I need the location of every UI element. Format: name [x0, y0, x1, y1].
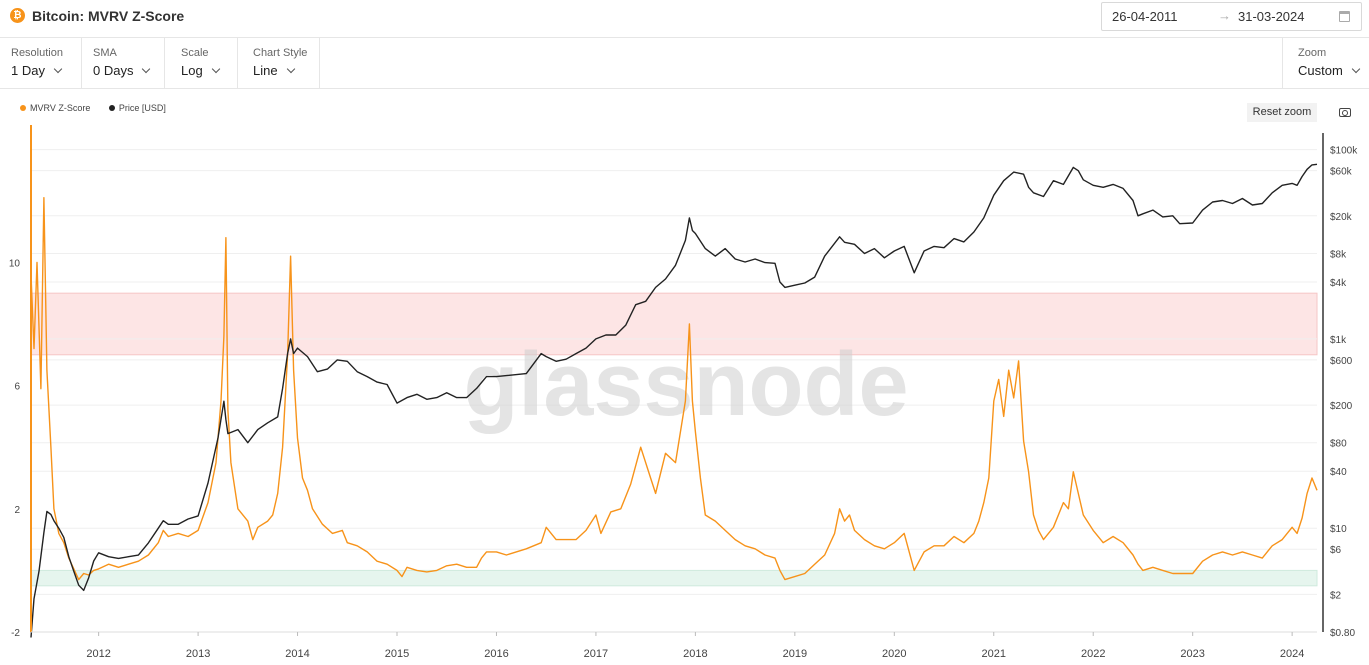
arrow-right-icon: →	[1218, 8, 1231, 23]
y2-tick-label: $40	[1330, 467, 1347, 478]
chart-style-label: Chart Style	[253, 47, 308, 59]
y2-tick-label: $4k	[1330, 278, 1347, 289]
date-start-input[interactable]: 26-04-2011	[1112, 9, 1178, 24]
y-tick-label: 6	[14, 382, 20, 393]
y2-tick-label: $8k	[1330, 249, 1347, 260]
sma-value[interactable]: 0 Days	[93, 63, 164, 78]
x-tick-label: 2013	[186, 648, 210, 660]
undervalued-band	[30, 569, 1318, 587]
chevron-down-icon	[53, 64, 63, 74]
x-tick-label: 2024	[1280, 648, 1304, 660]
zscore-series-line	[30, 197, 1318, 581]
date-end-input[interactable]: 31-03-2024	[1238, 9, 1305, 24]
chart-legend: MVRV Z-Score Price [USD]	[20, 103, 182, 113]
x-tick-label: 2022	[1081, 648, 1105, 660]
x-tick-label: 2014	[285, 648, 309, 660]
chart-area: glassnode 1062-2$100k$60k$20k$8k$4k$1k$6…	[9, 125, 1358, 660]
chart-style-value[interactable]: Line	[253, 63, 319, 78]
chevron-down-icon	[211, 64, 220, 74]
reset-zoom-button[interactable]: Reset zoom	[1247, 103, 1317, 122]
x-tick-label: 2019	[783, 648, 807, 660]
x-tick-label: 2023	[1180, 648, 1204, 660]
header: ₿ Bitcoin: MVRV Z-Score 26-04-2011 → 31-…	[0, 0, 1369, 38]
sma-select[interactable]: SMA 0 Days	[82, 38, 165, 89]
x-tick-label: 2012	[86, 648, 110, 660]
chevron-down-icon	[286, 64, 295, 74]
page-title: Bitcoin: MVRV Z-Score	[32, 8, 185, 24]
zoom-select[interactable]: Zoom Custom	[1282, 38, 1369, 89]
x-tick-label: 2016	[484, 648, 508, 660]
y-tick-label: 10	[9, 258, 21, 269]
y2-tick-label: $20k	[1330, 212, 1353, 223]
y-tick-label: -2	[11, 628, 20, 639]
x-tick-label: 2017	[584, 648, 608, 660]
y2-tick-label: $2	[1330, 590, 1342, 601]
y2-tick-label: $200	[1330, 401, 1353, 412]
scale-select[interactable]: Scale Log	[165, 38, 238, 89]
chevron-down-icon	[1351, 64, 1361, 74]
x-tick-label: 2015	[385, 648, 409, 660]
legend-item-price[interactable]: Price [USD]	[108, 103, 166, 113]
bitcoin-icon: ₿	[10, 8, 25, 23]
scale-value[interactable]: Log	[181, 63, 237, 78]
resolution-label: Resolution	[11, 47, 63, 59]
x-tick-label: 2020	[882, 648, 906, 660]
y2-tick-label: $6	[1330, 545, 1342, 556]
calendar-icon[interactable]	[1339, 11, 1350, 22]
y2-tick-label: $80	[1330, 439, 1347, 450]
legend-dot-price	[108, 105, 115, 111]
y2-tick-label: $1k	[1330, 335, 1347, 346]
chart-style-select[interactable]: Chart Style Line	[238, 38, 320, 89]
date-range-picker[interactable]: 26-04-2011 → 31-03-2024	[1101, 2, 1362, 31]
zoom-label: Zoom	[1298, 47, 1327, 59]
resolution-value[interactable]: 1 Day	[11, 63, 81, 78]
y2-tick-label: $0.80	[1330, 628, 1355, 639]
y2-tick-label: $10	[1330, 524, 1347, 535]
scale-label: Scale	[181, 47, 209, 59]
legend-dot-zscore	[20, 105, 26, 111]
x-tick-label: 2021	[982, 648, 1006, 660]
y-tick-label: 2	[14, 505, 20, 516]
camera-icon[interactable]	[1339, 108, 1351, 117]
x-tick-label: 2018	[683, 648, 707, 660]
zoom-value[interactable]: Custom	[1298, 63, 1369, 78]
y2-tick-label: $100k	[1330, 146, 1358, 157]
toolbar: Resolution 1 Day SMA 0 Days Scale Log Ch…	[0, 38, 1369, 89]
y2-tick-label: $600	[1330, 356, 1353, 367]
price-series-line	[30, 163, 1318, 638]
legend-item-zscore[interactable]: MVRV Z-Score	[20, 103, 90, 113]
y2-tick-label: $60k	[1330, 167, 1353, 178]
chevron-down-icon	[142, 64, 151, 74]
sma-label: SMA	[93, 47, 117, 59]
overvalued-band	[30, 292, 1318, 356]
resolution-select[interactable]: Resolution 1 Day	[0, 38, 82, 89]
